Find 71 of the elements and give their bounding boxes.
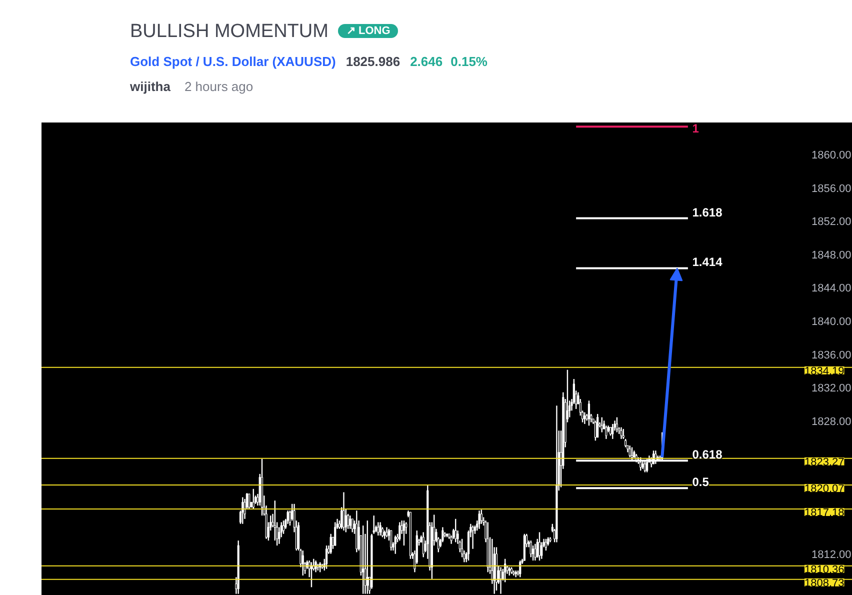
candlestick	[390, 530, 392, 552]
candlestick	[351, 518, 354, 533]
candlestick	[532, 544, 534, 562]
candlestick	[342, 492, 345, 532]
candlestick	[616, 416, 618, 433]
candlestick	[620, 426, 622, 440]
y-tick-label: 1852.00	[812, 216, 852, 228]
candlestick	[325, 544, 328, 570]
candlestick	[398, 522, 401, 542]
candlestick	[394, 534, 396, 554]
text: 2.646	[410, 54, 443, 70]
candlestick	[372, 514, 375, 534]
y-tick-label: 1848.00	[812, 249, 852, 262]
candlestick	[402, 520, 406, 546]
series-label: 0.5	[692, 475, 710, 490]
candlestick	[422, 532, 424, 558]
candlestick	[605, 425, 608, 440]
candlestick	[362, 524, 364, 594]
series-label: 0.618	[692, 448, 723, 462]
candlestick	[442, 526, 444, 543]
candlestick	[596, 413, 599, 438]
ref-line-label: 1817.18	[804, 507, 844, 520]
candlestick	[544, 538, 548, 552]
candlestick	[346, 513, 350, 530]
candlestick	[330, 533, 332, 554]
y-tick-label: 1836.00	[812, 349, 852, 362]
y-tick-label: 1860.00	[812, 149, 852, 162]
y-tick-label: 1844.00	[812, 282, 852, 295]
candlestick	[538, 532, 541, 562]
candlestick	[334, 522, 336, 546]
y-tick-label: 1840.00	[812, 316, 852, 328]
candlestick	[274, 500, 276, 542]
series-label: 1.414	[692, 255, 723, 270]
candlestick	[584, 412, 586, 425]
ref-line-label: 1810.36	[804, 564, 844, 576]
candlestick	[472, 524, 474, 550]
candlestick	[377, 522, 380, 536]
candlestick	[461, 538, 464, 558]
y-tick-label: 1832.00	[812, 382, 852, 395]
candlestick	[594, 420, 596, 442]
candlestick	[302, 550, 304, 576]
ref-line-label: 1808.73	[804, 577, 844, 590]
candlestick	[530, 540, 532, 558]
candlestick	[349, 514, 352, 530]
candlestick	[252, 488, 254, 510]
candlestick	[386, 526, 388, 538]
candlestick	[534, 543, 536, 562]
text: 2 hours ago	[184, 78, 254, 94]
y-tick-label: 1856.00	[812, 182, 852, 195]
candlestick	[282, 520, 285, 534]
candlestick	[600, 416, 603, 433]
ref-line-label: 1823.27	[804, 456, 844, 468]
ref-line-label: 1820.07	[804, 482, 844, 495]
text: wijitha	[130, 78, 170, 94]
series-label: 1	[692, 122, 700, 136]
candlestick	[478, 510, 480, 530]
candlestick	[248, 493, 250, 510]
text: 1825.986	[346, 54, 400, 70]
y-tick-label: 1828.00	[812, 416, 852, 428]
y-tick-label: 1812.00	[812, 549, 852, 562]
chart-title: BULLISH MOMENTUM	[130, 21, 328, 42]
text: ↗ LONG	[338, 24, 398, 38]
candlestick	[454, 518, 457, 543]
candlestick	[379, 522, 382, 536]
text: 0.15%	[450, 54, 488, 70]
candlestick	[612, 423, 614, 440]
series-label: 1.618	[692, 205, 723, 220]
chart-subtitle: Gold Spot / U.S. Dollar (XAUUSD)	[130, 54, 336, 70]
ref-line-label: 1834.19	[804, 365, 844, 378]
candlestick	[628, 445, 631, 458]
candlestick	[588, 400, 590, 426]
